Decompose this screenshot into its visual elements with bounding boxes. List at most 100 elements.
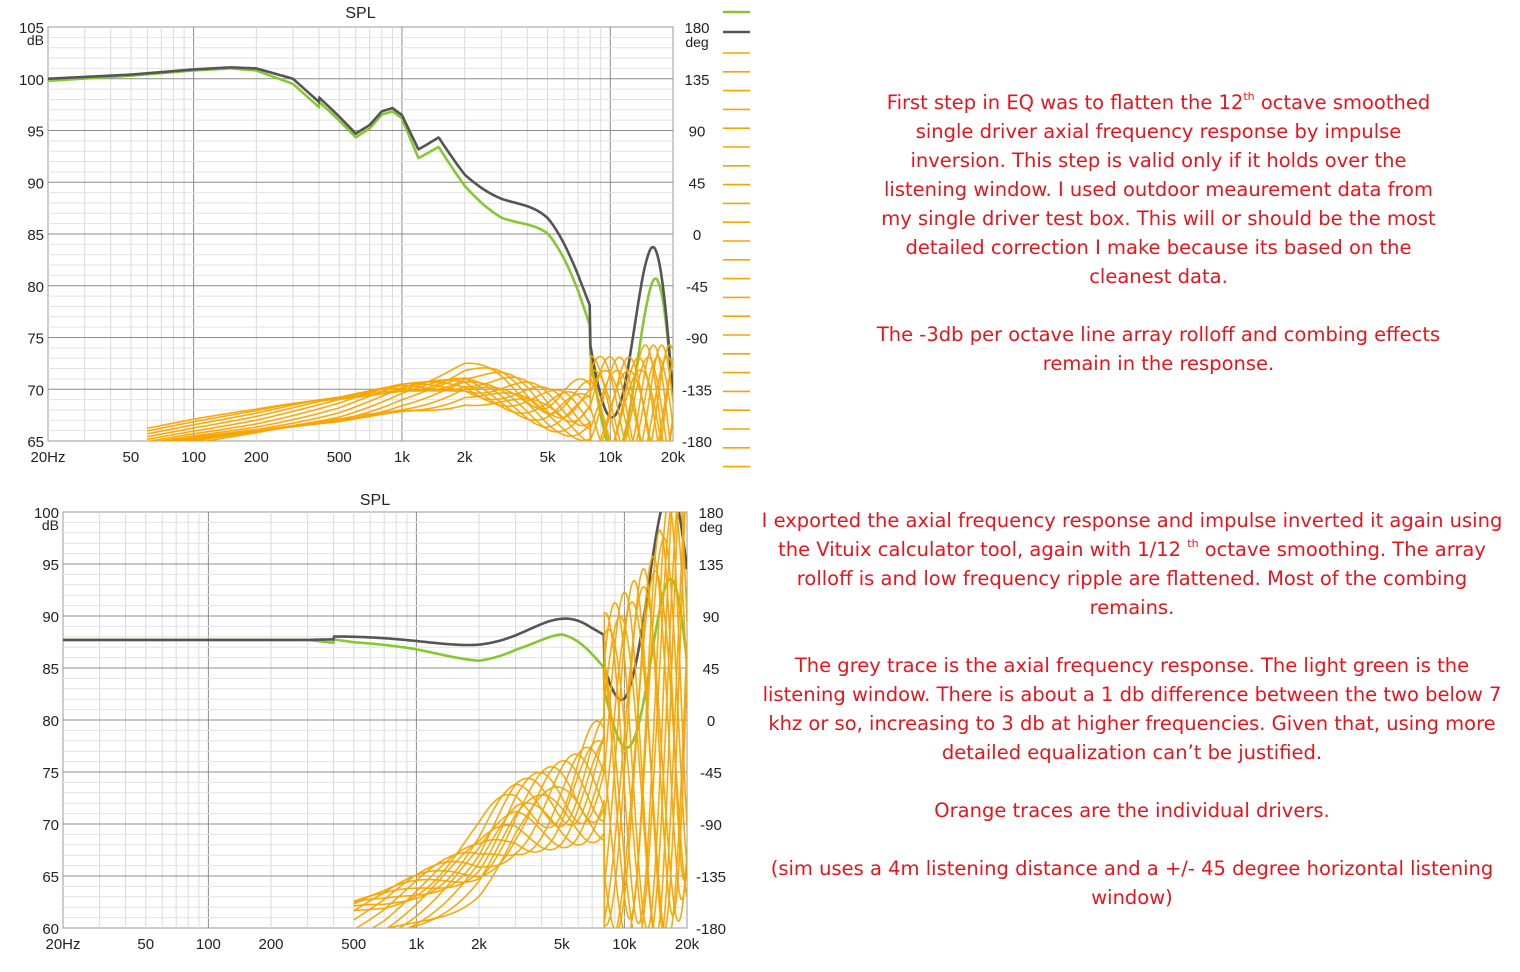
y2-tick-label: 0: [707, 713, 715, 730]
y-tick-label: 90: [27, 175, 44, 192]
y-tick-label: 100: [34, 505, 59, 522]
x-tick-label: 50: [123, 449, 140, 466]
y-tick-label: 90: [42, 609, 59, 626]
y2-axis-unit: deg: [685, 34, 708, 50]
y-tick-label: 60: [42, 921, 59, 938]
chart-2: SPL 100 95 90 85 80 75 70 65 60 dB 180 135 90 45 0 -45 -9…: [34, 492, 726, 953]
y-tick-label: 85: [27, 227, 44, 244]
driver-trace: [147, 344, 664, 441]
x-tick-label: 1k: [394, 449, 410, 466]
annotation-top: First step in EQ was to flatten the 12th…: [866, 88, 1451, 378]
note-top-text-b: octave smoothed single driver axial freq…: [881, 91, 1436, 288]
x-tick-label: 1k: [408, 936, 424, 953]
driver-trace: [354, 536, 687, 928]
axial-trace: [48, 66, 673, 419]
note-bottom-paragraph-4: (sim uses a 4m listening distance and a …: [770, 857, 1494, 909]
x-tick-label: 5k: [554, 936, 570, 953]
driver-trace: [353, 512, 686, 928]
note-bottom-text-a: I exported the axial frequency response …: [761, 509, 1503, 561]
y2-tick-label: 180: [684, 20, 709, 37]
note-top-text-a: First step in EQ was to flatten the 12: [886, 91, 1244, 114]
x-tick-label: 500: [341, 936, 366, 953]
x-tick-label: 20Hz: [30, 449, 65, 466]
x-tick-label: 20k: [675, 936, 700, 953]
y2-tick-label: 90: [703, 609, 720, 626]
x-tick-label: 2k: [471, 936, 487, 953]
annotation-bottom: I exported the axial frequency response …: [757, 506, 1507, 912]
y-tick-label: 65: [42, 869, 59, 886]
traces: [48, 66, 673, 441]
y-tick-label: 70: [27, 382, 44, 399]
y2-axis-unit: deg: [699, 519, 722, 535]
note-top-sup: th: [1243, 90, 1255, 103]
y-tick-label: 65: [27, 434, 44, 451]
driver-trace: [406, 601, 687, 928]
chart-title: SPL: [360, 492, 390, 509]
x-tick-label: 500: [327, 449, 352, 466]
y-tick-label: 95: [27, 124, 44, 141]
note-bottom-paragraph-2: The grey trace is the axial frequency re…: [762, 654, 1502, 764]
driver-trace: [353, 512, 679, 928]
axial-trace: [63, 512, 687, 702]
driver-trace: [147, 356, 673, 441]
x-tick-label: 100: [181, 449, 206, 466]
driver-trace: [147, 356, 673, 441]
y2-tick-label: 90: [689, 124, 706, 141]
grid: [63, 512, 687, 928]
y2-tick-label: 180: [698, 505, 723, 522]
y2-tick-label: -90: [686, 331, 708, 348]
y-tick-label: 75: [42, 765, 59, 782]
y2-tick-label: -45: [700, 765, 722, 782]
note-bottom-paragraph-3: Orange traces are the individual drivers…: [934, 799, 1330, 822]
driver-trace: [353, 512, 687, 928]
driver-trace: [384, 570, 687, 928]
note-bottom-sup: th: [1187, 537, 1199, 550]
y2-tick-label: -135: [682, 382, 712, 399]
y2-tick-label: -135: [696, 869, 726, 886]
x-tick-label: 5k: [540, 449, 556, 466]
x-tick-label: 10k: [598, 449, 623, 466]
y-tick-label: 75: [27, 331, 44, 348]
y-tick-label: 80: [42, 713, 59, 730]
driver-trace: [353, 567, 687, 927]
y-axis-unit: dB: [42, 517, 59, 533]
chart-1: SPL 105 100 95 90 85 80 75 70 65 dB 180 135 90 45 0 -45 -…: [19, 5, 750, 468]
y2-tick-label: 135: [698, 557, 723, 574]
x-tick-label: 20Hz: [45, 936, 80, 953]
x-tick-label: 200: [244, 449, 269, 466]
chart-title: SPL: [345, 5, 375, 22]
x-tick-label: 200: [258, 936, 283, 953]
charts-canvas: SPL 105 100 95 90 85 80 75 70 65 dB 180 135 90 45 0 -45 -…: [19, 5, 750, 953]
grid: [48, 27, 673, 441]
driver-trace: [147, 344, 671, 441]
y-tick-label: 85: [42, 661, 59, 678]
x-tick-label: 2k: [457, 449, 473, 466]
y-tick-label: 70: [42, 817, 59, 834]
note-top-paragraph-2: The -3db per octave line array rolloff a…: [876, 323, 1441, 375]
y2-tick-label: 45: [703, 661, 720, 678]
y2-tick-label: -45: [686, 279, 708, 296]
y2-tick-label: -180: [696, 921, 726, 938]
x-tick-label: 50: [137, 936, 154, 953]
y2-tick-label: -90: [700, 817, 722, 834]
driver-trace: [147, 344, 673, 441]
driver-traces: [353, 512, 687, 928]
y2-tick-label: 45: [689, 175, 706, 192]
y-tick-label: 95: [42, 557, 59, 574]
x-tick-label: 20k: [661, 449, 686, 466]
x-tick-label: 100: [196, 936, 221, 953]
driver-traces: [147, 344, 673, 441]
y-tick-label: 100: [19, 72, 44, 89]
y-tick-label: 105: [19, 20, 44, 37]
driver-trace: [353, 529, 687, 920]
y2-tick-label: -180: [682, 434, 712, 451]
driver-trace: [353, 555, 687, 928]
y2-tick-label: 135: [684, 72, 709, 89]
legend: [723, 10, 750, 468]
y-axis-unit: dB: [27, 32, 44, 48]
x-tick-label: 10k: [612, 936, 637, 953]
y-tick-label: 80: [27, 279, 44, 296]
note-bottom-text-b: octave smoothing. The array rolloff is a…: [796, 538, 1486, 619]
traces: [63, 512, 687, 928]
y2-tick-label: 0: [693, 227, 701, 244]
